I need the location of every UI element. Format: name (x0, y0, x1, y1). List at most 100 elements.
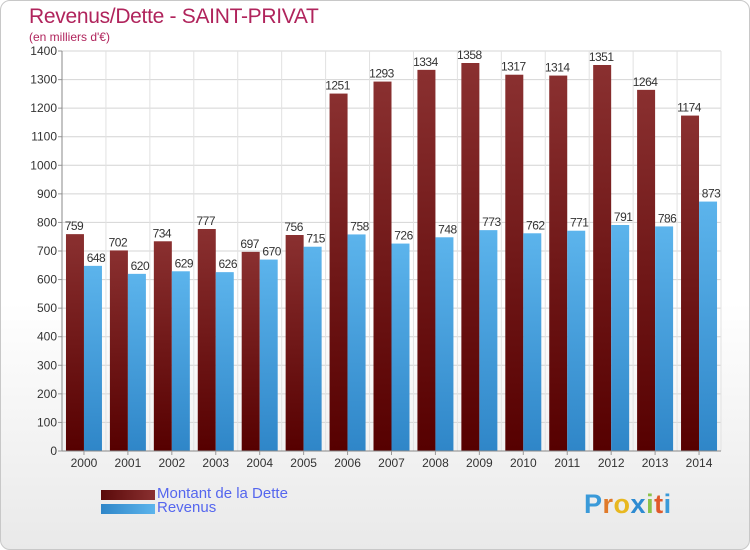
debt-bar (461, 63, 480, 451)
legend-swatch-debt (101, 490, 155, 500)
bar-layer (65, 63, 718, 452)
debt-value-label: 759 (65, 219, 84, 233)
y-tick-label: 200 (37, 387, 57, 401)
debt-bar (241, 251, 260, 451)
chart-subtitle: (en milliers d'€) (29, 30, 110, 44)
y-tick-label: 1100 (31, 130, 57, 144)
debt-value-label: 1317 (501, 60, 527, 74)
y-tick-label: 100 (37, 415, 57, 429)
debt-value-label: 702 (109, 235, 128, 249)
debt-bar (65, 234, 84, 451)
y-tick-label: 800 (37, 215, 57, 229)
debt-value-label: 1174 (677, 101, 702, 115)
x-tick-label: 2009 (466, 456, 493, 470)
revenue-bar (259, 259, 278, 451)
chart-title: Revenus/Dette - SAINT-PRIVAT (29, 5, 319, 28)
revenue-value-label: 715 (306, 232, 325, 246)
revenue-value-label: 786 (658, 211, 677, 225)
y-tick-label: 1300 (30, 73, 57, 87)
revenue-bar (699, 201, 718, 451)
y-tick-label: 600 (37, 273, 57, 287)
x-tick-label: 2013 (642, 456, 669, 470)
y-tick-label: 400 (37, 330, 57, 344)
proxiti-logo: Proxiti (584, 489, 672, 520)
revenue-bar (391, 243, 410, 451)
debt-value-label: 697 (240, 237, 259, 251)
y-tick-label: 500 (37, 301, 57, 315)
axis-layer (58, 50, 721, 455)
revenue-value-label: 626 (219, 257, 238, 271)
debt-bar (373, 81, 392, 452)
revenue-value-label: 771 (570, 216, 589, 230)
x-tick-label: 2012 (598, 456, 625, 470)
x-tick-label: 2004 (246, 456, 273, 470)
revenue-value-label: 726 (394, 229, 413, 243)
legend-label-revenue: Revenus (157, 499, 217, 516)
debt-value-label: 1358 (457, 48, 483, 62)
revenue-bar (567, 230, 586, 451)
logo-letter: r (602, 489, 614, 519)
logo-letter: o (613, 489, 631, 519)
x-tick-label: 2001 (115, 456, 142, 470)
x-tick-label: 2007 (378, 456, 405, 470)
debt-value-label: 1314 (545, 61, 571, 75)
debt-bar (637, 89, 656, 451)
revenue-bar (83, 265, 102, 451)
debt-bar (505, 74, 524, 451)
y-tick-label: 1000 (30, 158, 57, 172)
y-tick-label: 300 (37, 358, 57, 372)
debt-bar (417, 69, 436, 451)
debt-value-label: 1334 (413, 55, 439, 69)
revenue-value-label: 773 (482, 215, 501, 229)
revenue-bar (171, 271, 190, 451)
x-tick-label: 2005 (290, 456, 317, 470)
x-tick-label: 2014 (686, 456, 713, 470)
debt-bar (285, 235, 304, 451)
legend-label-debt: Montant de la Dette (157, 485, 288, 502)
debt-value-label: 734 (153, 226, 172, 240)
debt-bar (153, 241, 172, 451)
label-layer: 0 100 200 300 400 500 600 700 800 900 1000 1100 1200… (30, 44, 721, 470)
debt-bar (329, 93, 348, 452)
revenue-value-label: 648 (87, 251, 106, 265)
debt-value-label: 756 (284, 220, 303, 234)
x-tick-label: 2011 (554, 456, 580, 470)
x-tick-label: 2006 (334, 456, 361, 470)
logo-letter: x (630, 489, 647, 519)
debt-bar (109, 250, 128, 451)
revenue-bar (479, 230, 498, 451)
x-tick-label: 2000 (71, 456, 98, 470)
logo-letter: i (663, 489, 672, 519)
x-tick-label: 2002 (158, 456, 185, 470)
revenue-bar (611, 225, 630, 451)
revenue-bar (435, 237, 454, 451)
debt-bar (197, 229, 216, 451)
revenue-value-label: 762 (526, 218, 545, 232)
y-tick-label: 1400 (30, 44, 57, 58)
logo-letter: i (646, 489, 655, 519)
debt-bar (681, 115, 700, 452)
revenue-bar (303, 246, 322, 451)
revenue-value-label: 758 (350, 219, 369, 233)
debt-bar (549, 75, 568, 452)
x-tick-label: 2003 (202, 456, 229, 470)
revenue-value-label: 791 (614, 210, 633, 224)
revenue-bar (523, 233, 542, 451)
revenue-value-label: 629 (175, 256, 194, 270)
revenue-value-label: 620 (131, 259, 150, 273)
y-tick-label: 1200 (30, 101, 57, 115)
debt-value-label: 1351 (589, 50, 615, 64)
legend-swatch-revenue (101, 504, 155, 514)
debt-bar (593, 65, 612, 451)
y-tick-label: 700 (37, 244, 57, 258)
revenue-value-label: 748 (438, 222, 457, 236)
debt-value-label: 777 (197, 214, 216, 228)
revenue-value-label: 873 (702, 187, 721, 201)
y-tick-label: 900 (37, 187, 57, 201)
x-tick-label: 2010 (510, 456, 537, 470)
revenue-bar (215, 272, 234, 451)
logo-letter: P (584, 489, 603, 519)
revenue-bar (127, 273, 146, 451)
